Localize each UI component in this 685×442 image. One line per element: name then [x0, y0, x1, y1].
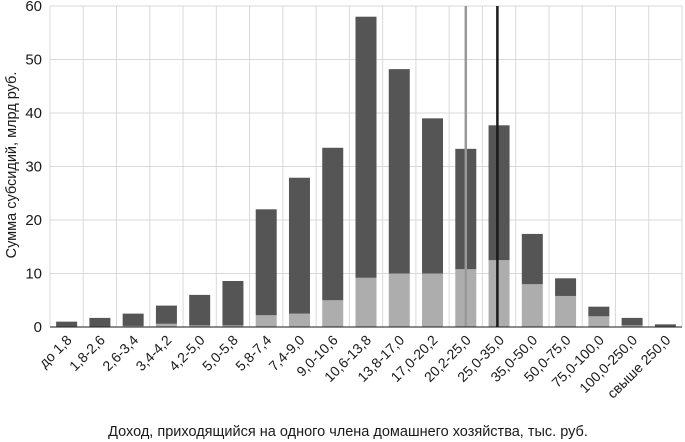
- bar-segment-lower: [488, 260, 510, 327]
- bar-segment-upper: [654, 324, 676, 327]
- bar-segment-lower: [189, 325, 211, 327]
- bar-segment-upper: [322, 147, 344, 301]
- y-tick-label: 50: [25, 52, 42, 69]
- bar-segment-lower: [322, 300, 344, 327]
- bar-segment-lower: [122, 325, 144, 327]
- bar-segment-upper: [56, 321, 78, 327]
- bar-segment-upper: [122, 313, 144, 326]
- reference-lines: [464, 6, 499, 327]
- bar-segment-upper: [555, 278, 577, 296]
- bar-segment-lower: [621, 325, 643, 327]
- y-tick-label: 30: [25, 159, 42, 176]
- bar-segment-upper: [355, 16, 377, 278]
- bar-segment-lower: [422, 273, 444, 327]
- y-tick-label: 60: [25, 0, 42, 15]
- grid: [49, 5, 683, 327]
- bar-segment-upper: [189, 294, 211, 326]
- bar-segment-lower: [155, 323, 177, 327]
- bar-segment-upper: [588, 306, 610, 317]
- y-tick-label: 0: [34, 319, 42, 336]
- bar-segment-upper: [255, 209, 277, 316]
- bar-segment-lower: [355, 277, 377, 327]
- bar-segment-lower: [255, 315, 277, 327]
- y-tick-labels: 0 10 20 30 40 50 60: [25, 0, 42, 336]
- x-tick-label: 4,2-5,0: [166, 332, 208, 374]
- bar-segment-upper: [222, 280, 244, 326]
- bar-segment-lower: [388, 273, 410, 327]
- bar-segment-upper: [422, 118, 444, 274]
- y-tick-label: 10: [25, 266, 42, 283]
- x-axis-title: Доход, приходящийся на одного члена дома…: [108, 424, 588, 440]
- x-tick-label: 1,8-2,6: [66, 332, 108, 374]
- x-tick-labels: до 1,81,8-2,62,6-3,43,4-4,24,2-5,05,0-5,…: [36, 332, 674, 402]
- x-tick-label: 2,6-3,4: [99, 332, 141, 374]
- bar-segment-upper: [288, 177, 310, 314]
- bar-segment-upper: [89, 317, 111, 327]
- bar-segment-upper: [621, 317, 643, 326]
- y-tick-label: 40: [25, 105, 42, 122]
- x-tick-label: 5,8-7,4: [232, 332, 274, 374]
- bar-segment-lower: [521, 284, 543, 327]
- x-tick-label: 5,0-5,8: [199, 332, 241, 374]
- bar-segment-lower: [555, 295, 577, 327]
- bar-segment-upper: [488, 125, 510, 261]
- bar-segment-upper: [521, 233, 543, 285]
- bar-segment-lower: [288, 313, 310, 327]
- y-axis-title: Сумма субсидий, млрд руб.: [4, 72, 20, 259]
- bar-segment-upper: [388, 69, 410, 274]
- bar-segment-upper: [155, 305, 177, 324]
- bar-segment-lower: [588, 316, 610, 327]
- y-tick-label: 20: [25, 212, 42, 229]
- bars: [56, 16, 676, 327]
- bar-segment-lower: [222, 325, 244, 327]
- x-tick-label: 3,4-4,2: [132, 332, 174, 374]
